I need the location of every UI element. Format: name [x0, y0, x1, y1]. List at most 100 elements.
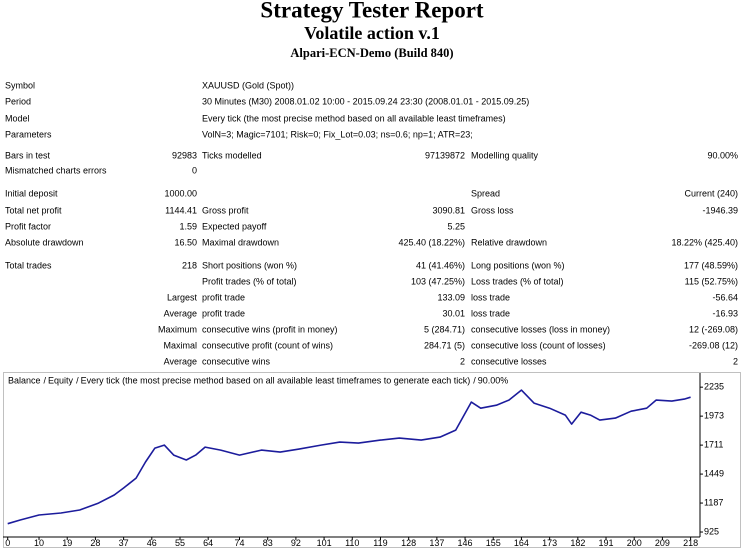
cell-value: 1144.41 [165, 205, 197, 215]
cell-label: Total trades [5, 260, 52, 270]
cell-value: 284.71 (5) [424, 340, 465, 350]
cell-wide: XAUUSD (Gold (Spot)) [202, 80, 294, 90]
cell-wide: 30 Minutes (M30) 2008.01.02 10:00 - 2015… [202, 96, 529, 106]
x-tick-label: 209 [655, 538, 670, 548]
cell-label: Expected payoff [202, 221, 267, 231]
x-tick-label: 46 [147, 538, 157, 548]
x-tick-label: 28 [90, 538, 100, 548]
cell-label: Short positions (won %) [202, 260, 297, 270]
x-tick-label: 55 [175, 538, 185, 548]
cell-label: Ticks modelled [202, 150, 262, 160]
cell-value: 133.09 [437, 292, 465, 302]
x-tick-label: 200 [627, 538, 642, 548]
cell-value: Current (240) [684, 188, 738, 198]
x-tick-label: 182 [570, 538, 585, 548]
cell-label: consecutive wins [202, 356, 271, 366]
cell-label: Model [5, 113, 30, 123]
legend-item: 90.00% [478, 375, 509, 385]
cell-value: 0 [192, 165, 197, 175]
balance-line [7, 389, 691, 525]
cell-label: Initial deposit [5, 188, 58, 198]
cell-value: Largest [167, 292, 198, 302]
cell-value: 5.25 [447, 221, 465, 231]
cell-value: -269.08 (12) [689, 340, 738, 350]
legend-separator: / [76, 375, 79, 385]
legend-item: Every tick (the most precise method base… [81, 375, 471, 385]
cell-value: 177 (48.59%) [684, 260, 738, 270]
y-tick-label: 1187 [704, 497, 723, 507]
cell-value: 1000.00 [164, 188, 197, 198]
x-tick-label: 10 [34, 538, 44, 548]
cell-value: 90.00% [707, 150, 738, 160]
cell-value: Average [164, 308, 197, 318]
cell-value: 3090.81 [432, 205, 465, 215]
cell-value: 97139872 [425, 150, 465, 160]
cell-value: Maximal [163, 340, 197, 350]
cell-value: 1.59 [179, 221, 197, 231]
report-title: Strategy Tester Report [260, 0, 483, 22]
x-tick-label: 173 [542, 538, 557, 548]
x-tick-label: 137 [429, 538, 444, 548]
cell-value: -16.93 [712, 308, 738, 318]
x-tick-label: 37 [119, 538, 129, 548]
cell-value: 218 [182, 260, 197, 270]
x-tick-label: 110 [345, 538, 359, 548]
cell-label: Long positions (won %) [471, 260, 565, 270]
y-tick-label: 2235 [704, 382, 724, 392]
cell-label: Period [5, 96, 31, 106]
cell-label: Total net profit [5, 205, 62, 215]
cell-label: Spread [471, 188, 500, 198]
cell-label: Absolute drawdown [5, 237, 84, 247]
cell-label: profit trade [202, 292, 245, 302]
cell-value: 5 (284.71) [424, 324, 465, 334]
cell-label: Profit trades (% of total) [202, 276, 297, 286]
cell-label: consecutive losses [471, 356, 547, 366]
cell-label: consecutive wins (profit in money) [202, 324, 338, 334]
cell-label: Maximal drawdown [202, 237, 279, 247]
cell-label: profit trade [202, 308, 245, 318]
cell-value: Average [164, 356, 197, 366]
cell-value: -1946.39 [702, 205, 738, 215]
cell-value: 18.22% (425.40) [671, 237, 738, 247]
x-tick-label: 92 [291, 538, 301, 548]
x-tick-label: 19 [62, 538, 72, 548]
cell-value: 92983 [172, 150, 197, 160]
cell-label: consecutive loss (count of losses) [471, 340, 606, 350]
cell-label: Gross loss [471, 205, 514, 215]
x-tick-label: 146 [458, 538, 473, 548]
x-tick-label: 0 [5, 538, 10, 548]
cell-wide: Every tick (the most precise method base… [202, 113, 506, 123]
cell-value: 425.40 (18.22%) [398, 237, 465, 247]
chart-frame [3, 372, 741, 548]
cell-value: 41 (41.46%) [416, 260, 465, 270]
y-tick-label: 1973 [704, 411, 724, 421]
cell-label: Parameters [5, 129, 52, 139]
expert-name: Volatile action v.1 [304, 23, 440, 43]
cell-label: consecutive profit (count of wins) [202, 340, 333, 350]
cell-value: 30.01 [442, 308, 465, 318]
cell-label: Mismatched charts errors [5, 165, 107, 175]
y-tick-label: 925 [704, 526, 719, 536]
x-tick-label: 128 [401, 538, 416, 548]
cell-label: Modelling quality [471, 150, 539, 160]
x-tick-label: 83 [263, 538, 273, 548]
cell-label: loss trade [471, 292, 510, 302]
cell-label: Loss trades (% of total) [471, 276, 564, 286]
cell-value: 12 (-269.08) [689, 324, 738, 334]
x-tick-label: 218 [683, 538, 698, 548]
cell-label: Profit factor [5, 221, 51, 231]
x-tick-label: 155 [486, 538, 501, 548]
cell-label: loss trade [471, 308, 510, 318]
cell-label: Gross profit [202, 205, 249, 215]
x-tick-label: 119 [373, 538, 387, 548]
cell-value: 103 (47.25%) [411, 276, 465, 286]
cell-label: Symbol [5, 80, 35, 90]
cell-value: 115 (52.75%) [685, 276, 738, 286]
x-tick-label: 64 [203, 538, 213, 548]
x-tick-label: 101 [317, 538, 332, 548]
x-tick-label: 164 [514, 538, 529, 548]
cell-label: Bars in test [5, 150, 51, 160]
y-tick-label: 1711 [704, 439, 723, 449]
cell-value: Maximum [158, 324, 197, 334]
